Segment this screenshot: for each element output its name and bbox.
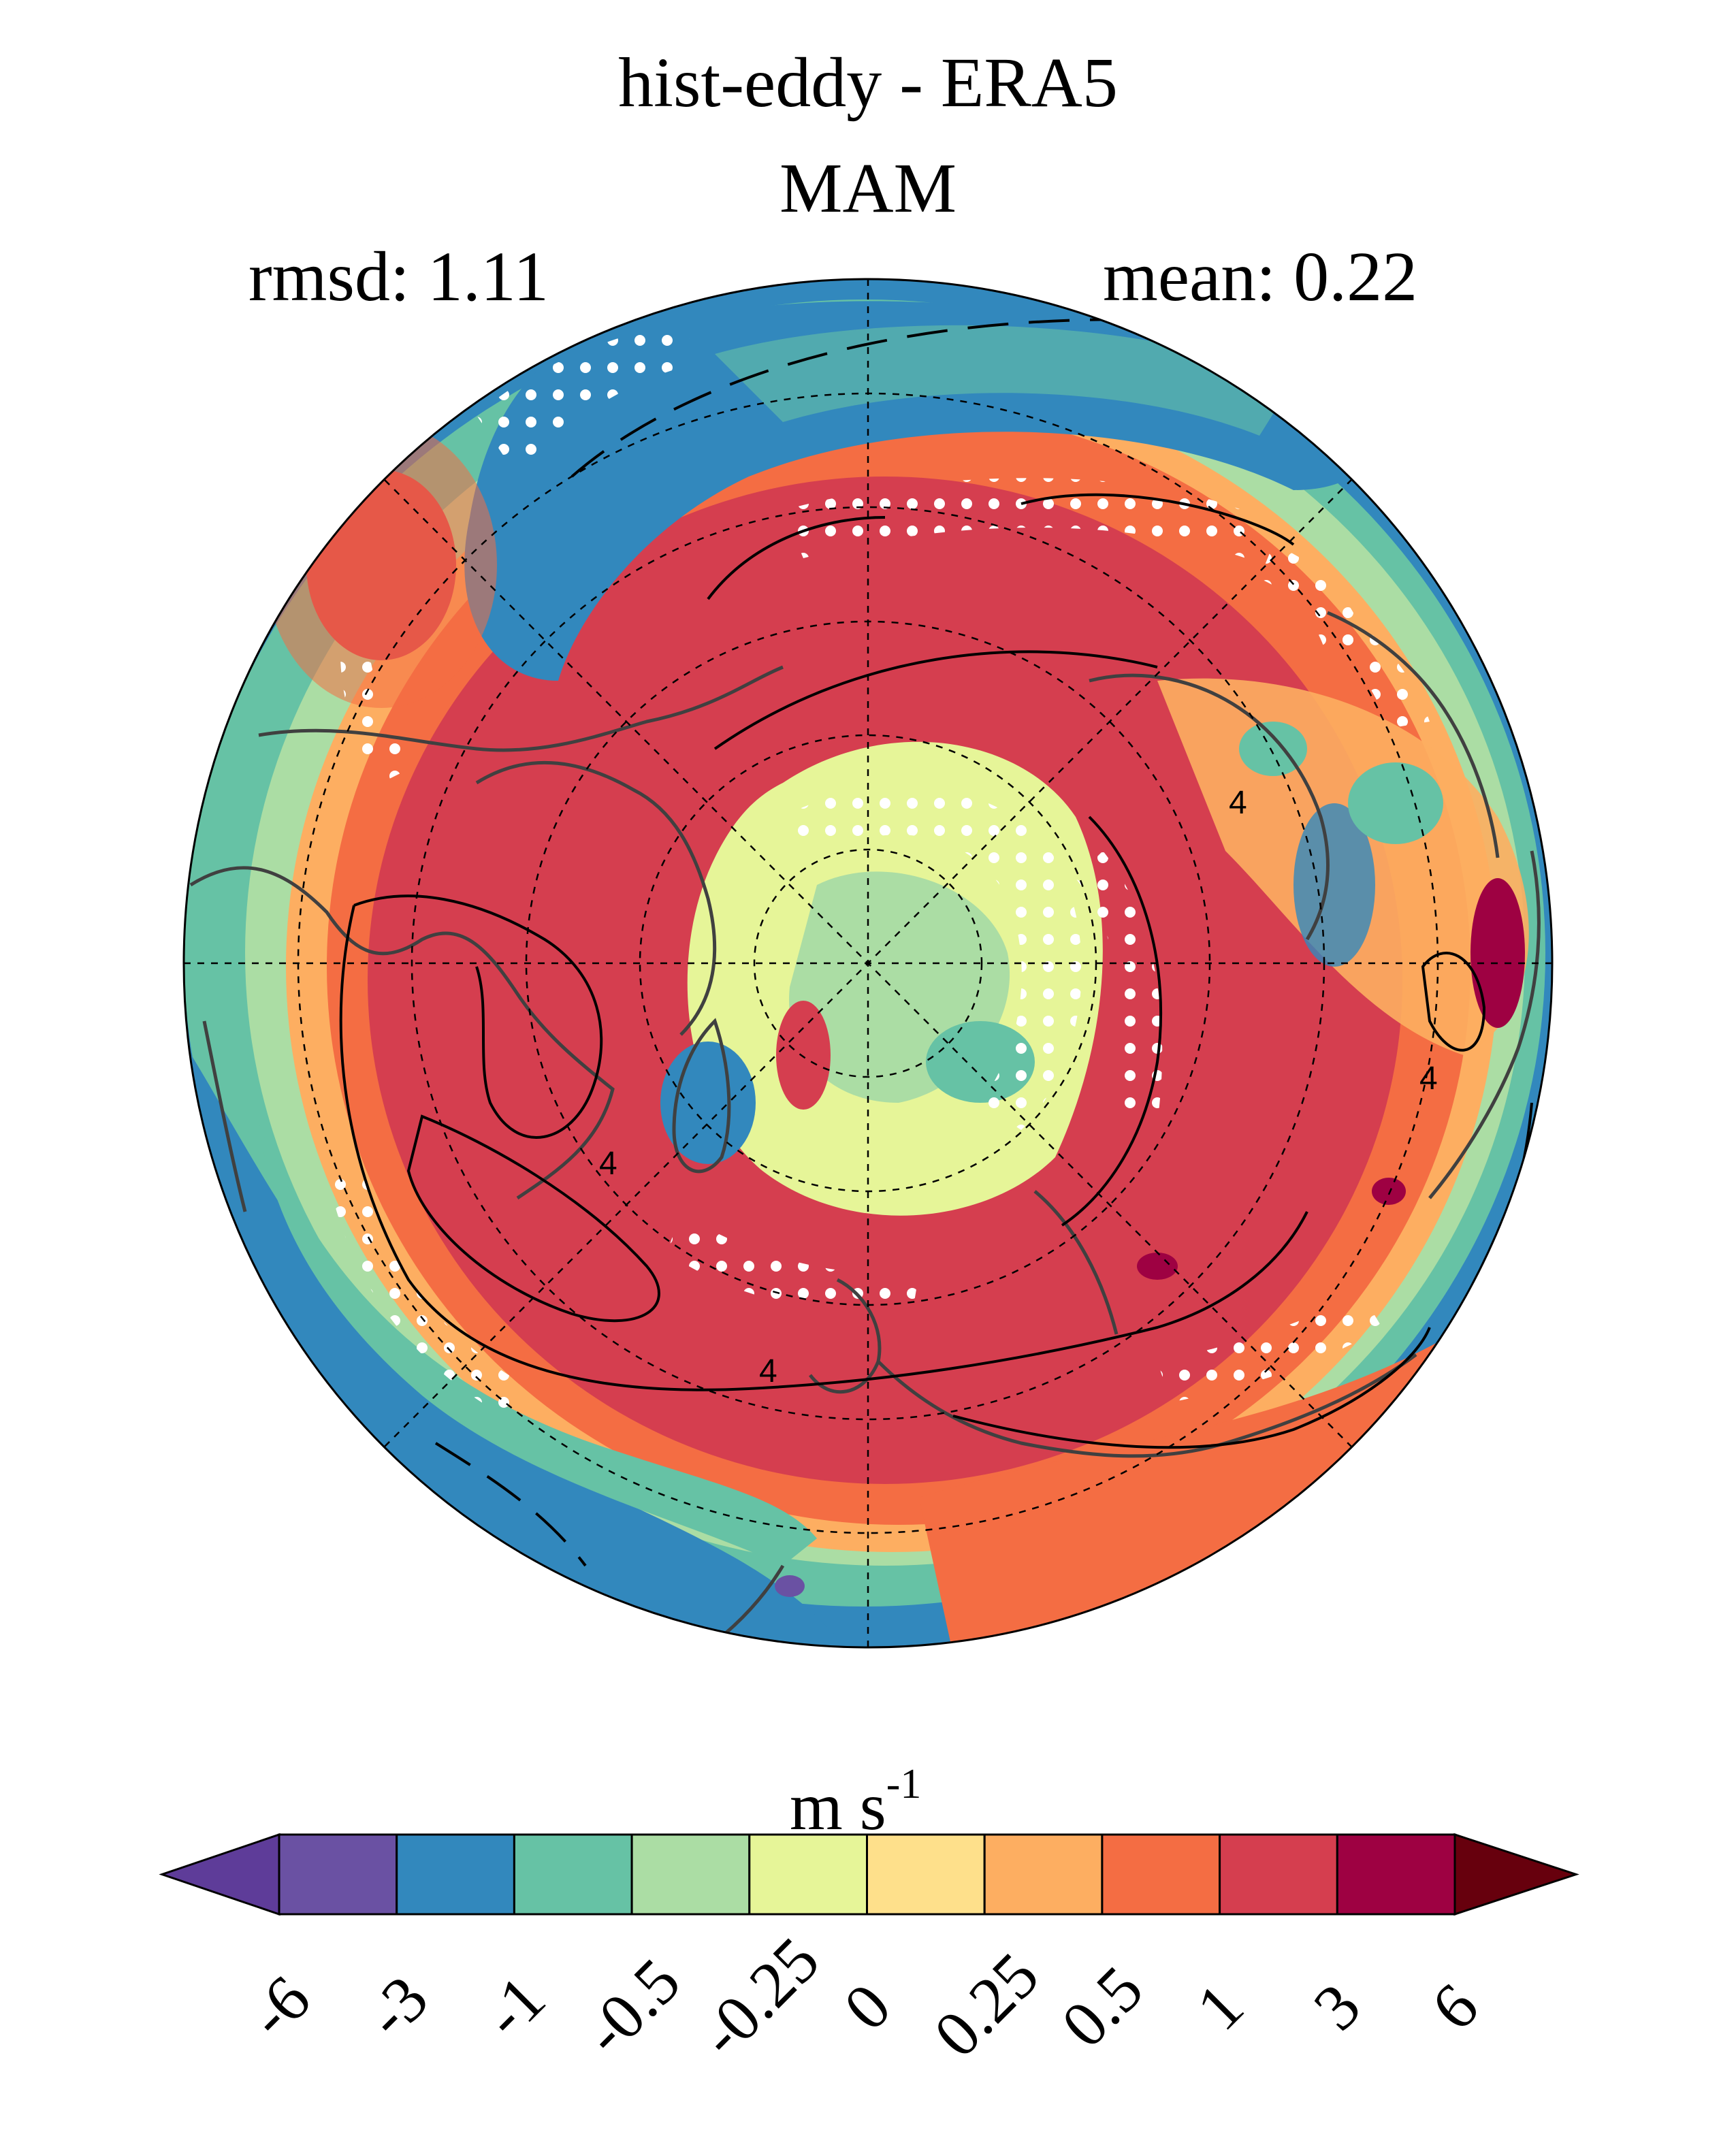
- field-pacific-maximum: [1470, 878, 1525, 1028]
- colorbar-segment: [1219, 1833, 1338, 1916]
- unit-exponent: -1: [886, 1761, 922, 1807]
- colorbar: [159, 1833, 1579, 1916]
- map-boundary: [182, 278, 1554, 1649]
- colorbar-segment: [1336, 1833, 1456, 1916]
- colorbar-segment: [630, 1833, 751, 1916]
- map-title: hist-eddy - ERA5: [618, 44, 1118, 122]
- rmsd-label: rmsd: 1.11: [248, 238, 549, 316]
- colorbar-min-arrow: [159, 1833, 280, 1916]
- colorbar-segment: [513, 1833, 633, 1916]
- colorbar-segment: [983, 1833, 1104, 1916]
- contour-label-1: 4: [599, 1146, 617, 1182]
- contour-label-2: 4: [759, 1353, 777, 1389]
- colorbar-segment: [748, 1833, 869, 1916]
- graticule: [184, 279, 1552, 1647]
- contour-lines: [339, 493, 1533, 1449]
- colorbar-max-arrow: [1453, 1833, 1579, 1916]
- colorbar-segment: [1101, 1833, 1221, 1916]
- contour-label-3: 4: [1229, 785, 1247, 821]
- mean-label: mean: 0.22: [1103, 238, 1418, 316]
- colorbar-segment: [866, 1833, 986, 1916]
- unit-base: m s: [790, 1769, 886, 1844]
- season-label: MAM: [779, 149, 957, 227]
- colorbar-segment: [278, 1833, 398, 1916]
- colorbar-segment: [396, 1833, 515, 1916]
- contour-label-4: 4: [1419, 1061, 1438, 1097]
- colorbar-unit: m s-1: [790, 1763, 921, 1841]
- coastlines: [189, 611, 1541, 1647]
- map-field: [184, 279, 1552, 1647]
